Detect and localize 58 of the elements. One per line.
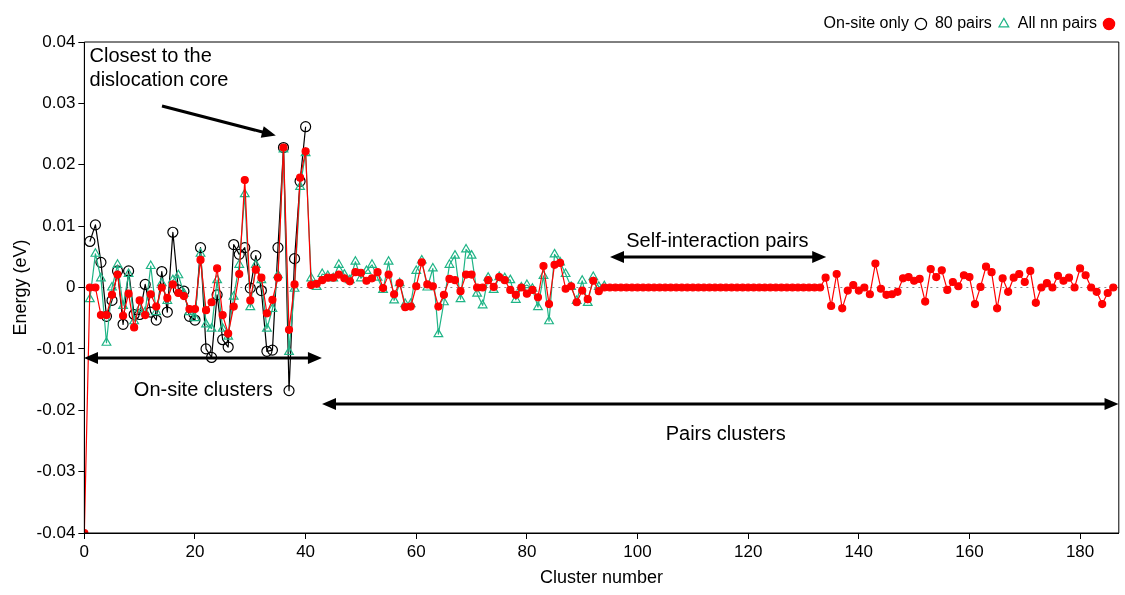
point [300, 121, 312, 133]
point [233, 248, 245, 260]
point [288, 253, 301, 265]
y-tick-label: 0 [65, 277, 76, 297]
x-tick-label: 0 [79, 541, 90, 561]
legend-label: All nn pairs [1017, 14, 1097, 32]
annotation: Pairs clusters [665, 422, 786, 445]
point [139, 278, 151, 291]
point [117, 318, 129, 330]
point [111, 265, 124, 277]
x-tick-label: 40 [296, 541, 316, 561]
point [272, 242, 284, 254]
x-tick-label: 120 [733, 541, 763, 561]
point [239, 242, 251, 254]
x-tick-label: 100 [623, 541, 652, 561]
legend-label: 80 pairs [934, 14, 992, 32]
point [266, 344, 279, 356]
y-axis-title: Energy (eV) [9, 239, 30, 336]
point [156, 265, 168, 278]
point [194, 242, 207, 254]
x-axis-title: Cluster number [540, 567, 664, 588]
annotation: On-site clusters [133, 378, 273, 401]
x-tick-label: 60 [406, 541, 426, 561]
x-tick-label: 180 [1065, 541, 1095, 561]
point [189, 314, 201, 326]
point [222, 341, 234, 353]
legend-label: On-site only [823, 14, 909, 32]
point [161, 306, 173, 318]
y-tick-label: 0.01 [42, 215, 76, 235]
point [255, 284, 267, 297]
point [95, 256, 107, 268]
x-tick-label: 160 [955, 541, 984, 561]
y-tick-label: -0.03 [36, 461, 76, 481]
point [89, 219, 102, 231]
x-tick-label: 80 [517, 541, 537, 561]
x-tick-label: 140 [844, 541, 873, 561]
point [228, 238, 240, 251]
y-tick-label: 0.04 [42, 31, 76, 51]
y-tick-label: -0.04 [36, 522, 76, 542]
point [217, 334, 229, 346]
point [167, 226, 179, 238]
y-tick-label: -0.02 [36, 399, 76, 419]
x-tick-label: 20 [185, 541, 205, 561]
point [250, 249, 262, 262]
annotation: Closest to the dislocation core [89, 44, 229, 91]
point [211, 289, 223, 301]
point [84, 235, 96, 248]
point [283, 385, 295, 397]
point [205, 351, 218, 364]
point [200, 343, 212, 355]
point [128, 308, 140, 321]
point [261, 345, 273, 357]
annotation: Self-interaction pairs [626, 228, 809, 251]
y-tick-label: 0.02 [42, 154, 76, 174]
point [244, 282, 256, 294]
y-tick-label: 0.03 [42, 93, 76, 113]
point [150, 314, 162, 326]
y-tick-label: -0.01 [36, 338, 76, 358]
